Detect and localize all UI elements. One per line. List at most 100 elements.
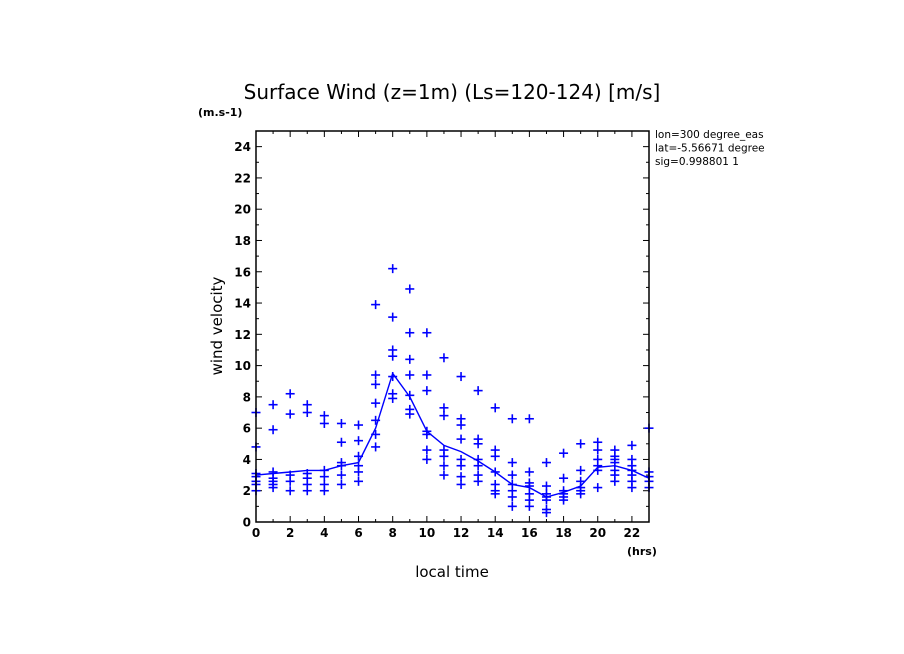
data-point (507, 470, 517, 480)
data-point (439, 403, 449, 413)
data-point (371, 379, 381, 389)
data-point (524, 414, 534, 424)
y-tick-label: 22 (234, 171, 251, 185)
x-tick-label: 16 (521, 526, 538, 540)
data-point (422, 328, 432, 338)
data-marks (251, 264, 654, 518)
data-point (319, 472, 329, 482)
data-point (593, 465, 603, 475)
data-point (439, 461, 449, 471)
data-point (371, 442, 381, 452)
x-tick-label: 4 (320, 526, 328, 540)
data-point (473, 461, 483, 471)
data-point (456, 479, 466, 489)
y-tick-label: 0 (243, 516, 251, 530)
chart-title: Surface Wind (z=1m) (Ls=120-124) [m/s] (244, 80, 661, 104)
annotation-line: sig=0.998801 1 (655, 156, 739, 168)
x-tick-label: 6 (354, 526, 362, 540)
data-point (456, 372, 466, 382)
y-tick-label: 4 (243, 453, 251, 467)
data-point (439, 411, 449, 421)
data-point (576, 465, 586, 475)
data-point (541, 481, 551, 491)
data-point (371, 415, 381, 425)
data-point (490, 489, 500, 499)
data-point (319, 418, 329, 428)
data-point (593, 437, 603, 447)
data-point (354, 436, 364, 446)
data-point (285, 389, 295, 399)
data-point (405, 354, 415, 364)
data-point (388, 312, 398, 322)
y-tick-label: 8 (243, 390, 251, 404)
y-tick-label: 2 (243, 484, 251, 498)
data-point (439, 353, 449, 363)
data-point (405, 328, 415, 338)
data-point (507, 414, 517, 424)
data-point (371, 300, 381, 310)
data-point (456, 472, 466, 482)
y-tick-label: 18 (234, 234, 251, 248)
data-point (422, 454, 432, 464)
data-point (593, 445, 603, 455)
data-point (610, 476, 620, 486)
data-point (576, 489, 586, 499)
y-tick-label: 12 (234, 328, 251, 342)
data-point (541, 495, 551, 505)
data-point (405, 409, 415, 419)
data-point (285, 486, 295, 496)
data-point (559, 495, 569, 505)
data-point (319, 486, 329, 496)
data-point (268, 400, 278, 410)
y-tick-label: 6 (243, 422, 251, 436)
mean-line (255, 371, 650, 498)
data-point (336, 437, 346, 447)
data-point (268, 425, 278, 435)
annotation-line: lon=300 degree_eas (655, 129, 764, 141)
data-point (524, 481, 534, 491)
data-point (302, 486, 312, 496)
annotations: lon=300 degree_eas lat=-5.56671 degreesig… (655, 129, 765, 168)
data-point (302, 408, 312, 418)
data-point (422, 429, 432, 439)
data-point (422, 370, 432, 380)
data-point (319, 411, 329, 421)
data-point (388, 264, 398, 274)
data-point (439, 470, 449, 480)
data-point (336, 479, 346, 489)
x-units-label: (hrs) (627, 545, 657, 558)
data-point (388, 372, 398, 382)
data-point (627, 483, 637, 493)
data-point (354, 451, 364, 461)
data-point (302, 400, 312, 410)
x-tick-label: 0 (252, 526, 260, 540)
data-point (371, 398, 381, 408)
y-tick-label: 14 (234, 297, 251, 311)
data-point (285, 476, 295, 486)
y-tick-label: 10 (234, 359, 251, 373)
data-point (388, 351, 398, 361)
data-point (507, 492, 517, 502)
x-axis-label: local time (415, 563, 489, 581)
data-point (456, 434, 466, 444)
y-tick-label: 24 (234, 140, 251, 154)
x-tick-label: 14 (487, 526, 504, 540)
data-point (422, 445, 432, 455)
data-point (456, 420, 466, 430)
data-point (490, 451, 500, 461)
data-point (627, 440, 637, 450)
x-tick-label: 10 (419, 526, 436, 540)
data-point (388, 393, 398, 403)
data-point (405, 284, 415, 294)
annotation-line: lat=-5.56671 degree (655, 143, 765, 155)
y-tick-label: 20 (234, 203, 251, 217)
data-point (507, 501, 517, 511)
y-units-label: (m.s-1) (198, 106, 242, 119)
data-point (336, 461, 346, 471)
data-point (524, 501, 534, 511)
data-point (507, 458, 517, 468)
data-point (336, 418, 346, 428)
data-point (610, 458, 620, 468)
